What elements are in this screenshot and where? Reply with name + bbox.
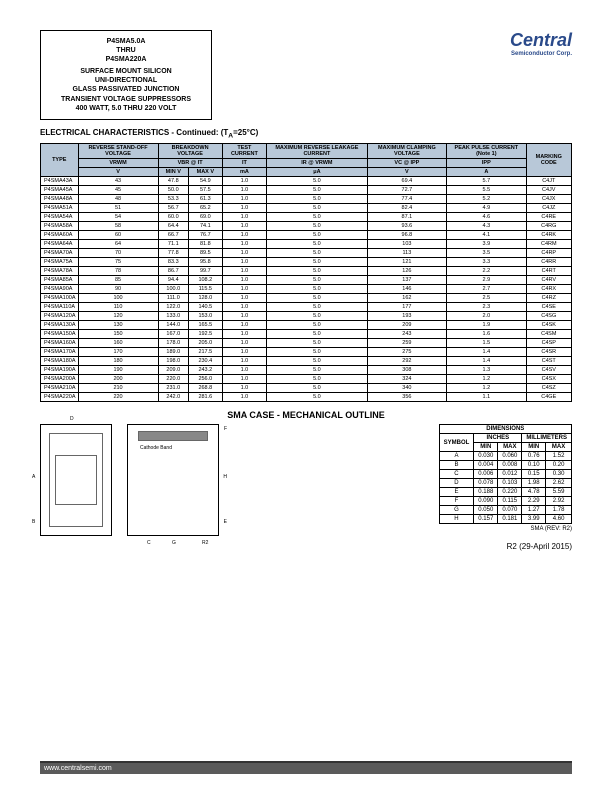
table-row: P4SMA100A100111.0128.01.05.01622.5C4RZ (41, 294, 572, 303)
table-row: D0.0780.1031.982.62 (439, 479, 571, 488)
logo-sub: Semiconductor Corp. (510, 51, 572, 57)
elec-table: TYPE REVERSE STAND-OFF VOLTAGE BREAKDOWN… (40, 143, 572, 402)
table-row: P4SMA120A120133.0153.01.05.01932.0C4SG (41, 312, 572, 321)
table-row: P4SMA90A90100.0115.51.05.01462.7C4RX (41, 285, 572, 294)
table-row: P4SMA48A4853.361.31.05.077.45.2C4JX (41, 195, 572, 204)
table-row: P4SMA58A5864.474.11.05.093.64.3C4RG (41, 222, 572, 231)
elec-title: ELECTRICAL CHARACTERISTICS - Continued: … (40, 128, 572, 140)
logo-main: Central (510, 30, 572, 51)
table-row: P4SMA64A6471.181.81.05.01033.9C4RM (41, 240, 572, 249)
revision: R2 (29-April 2015) (40, 542, 572, 551)
table-row: C0.0060.0120.150.30 (439, 470, 571, 479)
footer-url: www.centralsemi.com (40, 761, 572, 774)
thru: THRU (61, 46, 191, 55)
dim-table: DIMENSIONS SYMBOLINCHESMILLIMETERS MINMA… (439, 424, 572, 524)
table-row: E0.1880.2204.785.59 (439, 488, 571, 497)
table-row: P4SMA180A180198.0230.41.05.02921.4C4ST (41, 357, 572, 366)
desc2: UNI-DIRECTIONAL (61, 76, 191, 85)
desc1: SURFACE MOUNT SILICON (61, 67, 191, 76)
table-row: P4SMA54A5460.069.01.05.087.14.6C4RE (41, 213, 572, 222)
mech-title: SMA CASE - MECHANICAL OUTLINE (40, 410, 572, 420)
logo: Central Semiconductor Corp. (510, 30, 572, 57)
desc3: GLASS PASSIVATED JUNCTION (61, 85, 191, 94)
table-row: P4SMA60A6066.776.71.05.096.84.1C4RK (41, 231, 572, 240)
table-row: A0.0300.0600.761.52 (439, 452, 571, 461)
table-row: P4SMA51A5156.765.21.05.082.44.9C4JZ (41, 204, 572, 213)
desc4: TRANSIENT VOLTAGE SUPPRESSORS (61, 95, 191, 104)
mech-drawings: A D B Cathode Band F H E C G R2 (40, 424, 219, 536)
table-row: H0.1570.1813.994.60 (439, 515, 571, 524)
table-row: P4SMA78A7886.799.71.05.01262.2C4RT (41, 267, 572, 276)
title-box: P4SMA5.0A THRU P4SMA220A SURFACE MOUNT S… (40, 30, 212, 120)
table-row: P4SMA150A150167.0192.51.05.02431.6C4SM (41, 330, 572, 339)
table-row: P4SMA45A4550.057.51.05.072.75.5C4JV (41, 186, 572, 195)
table-row: P4SMA170A170189.0217.51.05.02751.4C4SR (41, 348, 572, 357)
table-row: P4SMA75A7583.395.81.05.01213.3C4RR (41, 258, 572, 267)
part-bottom: P4SMA220A (61, 55, 191, 64)
dim-rev: SMA (REV: R2) (439, 526, 572, 532)
table-row: P4SMA43A4347.854.91.05.069.45.7C4JT (41, 177, 572, 186)
table-row: F0.0900.1152.292.92 (439, 497, 571, 506)
table-row: P4SMA85A8594.4108.21.05.01372.9C4RV (41, 276, 572, 285)
table-row: B0.0040.0080.100.20 (439, 461, 571, 470)
table-row: P4SMA160A160178.0205.01.05.02591.5C4SP (41, 339, 572, 348)
table-row: G0.0500.0701.271.78 (439, 506, 571, 515)
part-top: P4SMA5.0A (107, 38, 146, 45)
dim-block: DIMENSIONS SYMBOLINCHESMILLIMETERS MINMA… (439, 424, 572, 532)
table-row: P4SMA70A7077.889.51.05.01133.5C4RP (41, 249, 572, 258)
table-row: P4SMA200A200220.0256.01.05.03241.2C4SX (41, 375, 572, 384)
table-row: P4SMA110A110122.0140.51.05.01772.3C4SE (41, 303, 572, 312)
table-row: P4SMA190A190209.0243.21.05.03081.3C4SV (41, 366, 572, 375)
table-row: P4SMA130A130144.0165.51.05.02091.9C4SK (41, 321, 572, 330)
table-row: P4SMA220A220242.0281.61.05.03561.1C4GE (41, 393, 572, 402)
desc5: 400 WATT, 5.0 THRU 220 VOLT (61, 104, 191, 113)
table-row: P4SMA210A210231.0268.81.05.03401.2C4SZ (41, 384, 572, 393)
